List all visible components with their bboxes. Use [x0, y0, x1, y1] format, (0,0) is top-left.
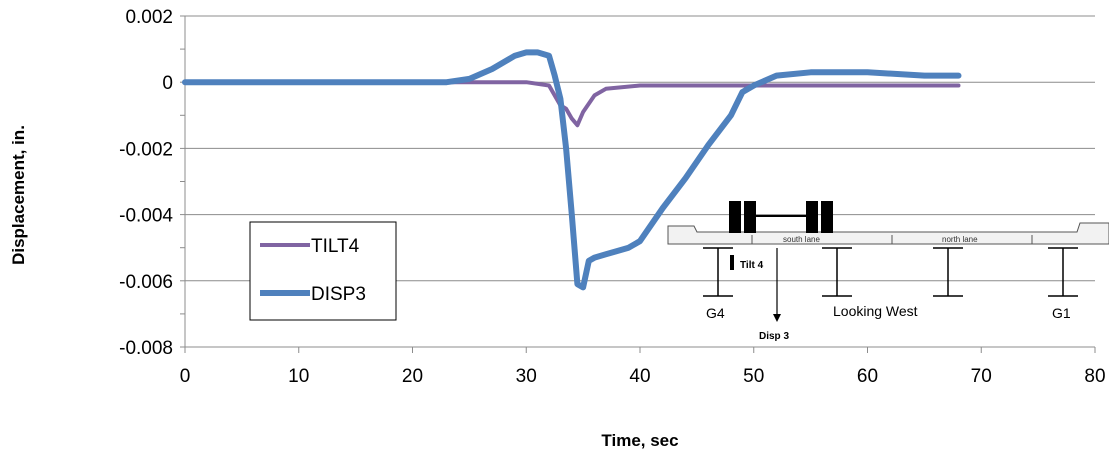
y-tick-label: -0.008	[119, 338, 173, 359]
x-tick-label: 30	[516, 366, 537, 387]
legend-label-tilt4: TILT4	[311, 236, 360, 257]
y-tick-label: -0.002	[119, 139, 173, 160]
gauge-label-tilt4: Tilt 4	[740, 260, 764, 271]
truck-icon	[729, 201, 833, 233]
girder-g3	[822, 247, 852, 297]
y-tick-label: -0.004	[119, 206, 173, 227]
y-tick-label: 0.002	[125, 7, 173, 28]
x-tick-label: 10	[288, 366, 309, 387]
tilt-sensor-icon	[730, 255, 734, 270]
legend-label-disp3: DISP3	[311, 284, 366, 305]
y-tick-label: -0.006	[119, 272, 173, 293]
x-tick-label: 70	[971, 366, 992, 387]
disp-arrow-head-icon	[773, 314, 781, 322]
series-line-disp3	[182, 49, 962, 291]
x-tick-label: 20	[402, 366, 423, 387]
x-tick-labels: 0 10 20 30 40 50 60 70 80	[180, 366, 1106, 387]
girder-label-g1: G1	[1052, 305, 1071, 321]
lane-label-south: south lane	[783, 235, 820, 244]
bridge-deck	[667, 222, 1109, 245]
gauge-label-disp3: Disp 3	[759, 331, 789, 342]
girder-g2	[933, 247, 963, 297]
x-tick-label: 40	[629, 366, 650, 387]
x-tick-label: 50	[743, 366, 764, 387]
series-lines	[182, 49, 962, 291]
y-tick-labels: 0.002 0 -0.002 -0.004 -0.006 -0.008	[119, 7, 173, 359]
girder-g4	[703, 247, 733, 297]
x-tick-label: 60	[857, 366, 878, 387]
bridge-cross-section-inset: south lane north lane	[667, 201, 1109, 342]
inset-caption: Looking West	[833, 303, 918, 319]
series-line-tilt4	[183, 80, 961, 128]
y-axis-title: Displacement, in.	[9, 125, 28, 265]
x-tick-label: 80	[1084, 366, 1105, 387]
girder-g1	[1048, 247, 1078, 297]
legend: TILT4 DISP3	[249, 221, 397, 321]
lane-label-north: north lane	[942, 235, 978, 244]
x-tick-label: 0	[180, 366, 191, 387]
girder-label-g4: G4	[706, 305, 725, 321]
axes	[180, 15, 1096, 353]
x-axis-title: Time, sec	[601, 431, 678, 450]
y-tick-label: 0	[162, 73, 173, 94]
